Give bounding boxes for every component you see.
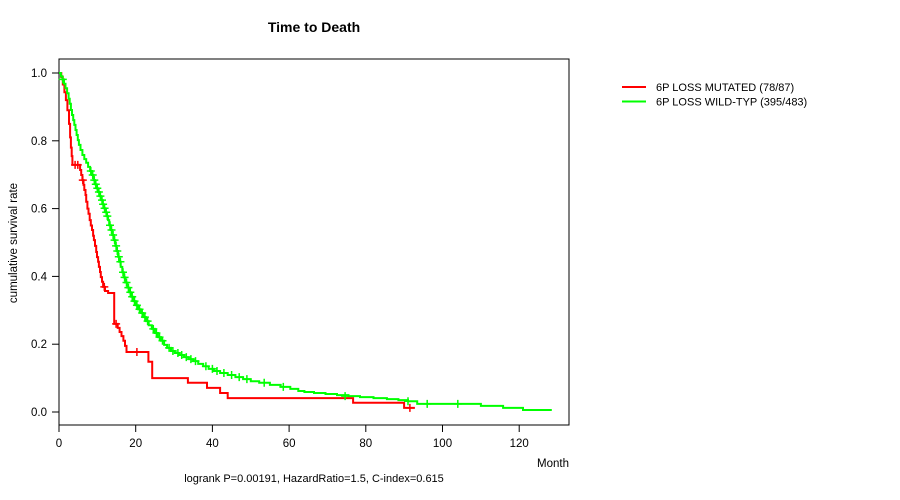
y-tick-label: 0.0	[31, 407, 47, 419]
stats-annotation: logrank P=0.00191, HazardRatio=1.5, C-in…	[184, 473, 444, 485]
plot-box	[58, 58, 570, 426]
survival-curves	[58, 72, 552, 412]
x-tick-label: 20	[129, 438, 142, 450]
axes: 0 20 40 60 80 100 120 0.0 0.2 0.4 0.6 0.8 1.0	[31, 68, 529, 450]
y-tick-label: 1.0	[31, 68, 47, 80]
chart-title: Time to Death	[268, 19, 360, 35]
survival-curve	[59, 72, 415, 409]
y-tick-label: 0.2	[31, 339, 47, 351]
x-tick-label: 80	[359, 438, 372, 450]
survival-curve	[59, 72, 552, 411]
censor-marks	[71, 160, 414, 412]
legend: 6P LOSS MUTATED (78/87) 6P LOSS WILD-TYP…	[622, 82, 807, 109]
y-tick-label: 0.8	[31, 136, 47, 148]
x-tick-label: 120	[510, 438, 529, 450]
legend-label-wildtyp: 6P LOSS WILD-TYP (395/483)	[656, 97, 807, 109]
y-tick-label: 0.6	[31, 204, 47, 216]
x-axis-label: Month	[537, 458, 569, 470]
x-tick-label: 0	[56, 438, 62, 450]
x-tick-label: 60	[283, 438, 296, 450]
x-tick-label: 40	[206, 438, 219, 450]
y-tick-label: 0.4	[31, 271, 48, 283]
censor-marks	[58, 75, 462, 408]
x-tick-label: 100	[433, 438, 452, 450]
legend-label-mutated: 6P LOSS MUTATED (78/87)	[656, 82, 794, 94]
y-axis-label: cumulative survival rate	[8, 183, 20, 303]
